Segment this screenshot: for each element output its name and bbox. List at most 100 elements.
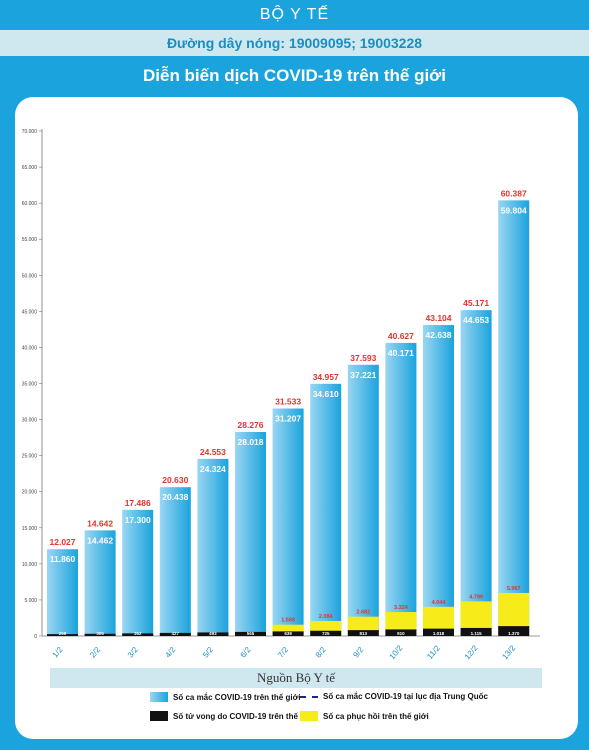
label-world-cases: 37.593 — [350, 353, 376, 363]
legend-world-cases-label: Số ca mắc COVID-19 trên thế giới — [173, 692, 301, 702]
x-tick-label: 10/2 — [388, 643, 405, 661]
x-tick-label: 9/2 — [351, 645, 365, 660]
y-tick-label: 60.000 — [22, 201, 38, 207]
label-deaths: 1.018 — [433, 631, 445, 636]
label-world-cases: 43.104 — [426, 313, 452, 323]
label-deaths: 725 — [322, 631, 330, 636]
label-china-cases: 31.207 — [275, 414, 301, 424]
label-china-cases: 20.438 — [162, 492, 188, 502]
x-tick-label: 1/2 — [51, 645, 65, 660]
bar-deaths — [159, 632, 191, 636]
label-deaths: 639 — [284, 631, 292, 636]
label-deaths: 362 — [134, 631, 142, 636]
label-world-cases: 14.642 — [87, 518, 113, 528]
y-tick-label: 20.000 — [22, 490, 38, 496]
bar-world-cases — [47, 549, 78, 636]
bar-deaths — [498, 626, 530, 636]
y-tick-label: 5.000 — [24, 598, 37, 604]
label-recovered: 1.569 — [281, 618, 295, 624]
x-tick-label: 8/2 — [314, 645, 328, 660]
label-world-cases: 12.027 — [50, 537, 76, 547]
y-tick-label: 30.000 — [22, 418, 38, 424]
label-world-cases: 40.627 — [388, 331, 414, 341]
bar-world-cases — [159, 487, 191, 636]
x-tick-label: 4/2 — [163, 645, 177, 660]
label-deaths: 259 — [59, 631, 67, 636]
bar-deaths — [122, 633, 154, 636]
bar-deaths — [423, 628, 454, 636]
label-deaths: 427 — [172, 631, 180, 636]
y-tick-label: 50.000 — [22, 273, 38, 279]
label-deaths: 813 — [360, 631, 368, 636]
y-tick-label: 40.000 — [22, 345, 38, 351]
x-tick-label: 2/2 — [88, 645, 102, 660]
label-china-cases: 59.804 — [501, 205, 527, 215]
x-tick-label: 6/2 — [239, 645, 253, 660]
legend-deaths-label: Số tử vong do COVID-19 trên thế giới — [173, 711, 316, 721]
bar-world-cases — [460, 310, 492, 636]
bar-world-cases — [272, 408, 304, 636]
label-world-cases: 28.276 — [238, 420, 264, 430]
label-world-cases: 60.387 — [501, 188, 527, 198]
y-tick-label: 70.000 — [22, 129, 38, 135]
label-recovered: 5.967 — [507, 586, 521, 592]
label-china-cases: 14.462 — [87, 535, 113, 545]
label-china-cases: 44.653 — [463, 315, 489, 325]
y-tick-label: 35.000 — [22, 382, 38, 388]
label-china-cases: 11.860 — [50, 554, 76, 564]
label-china-cases: 40.171 — [388, 348, 414, 358]
bar-recovered — [272, 624, 304, 636]
x-tick-label: 5/2 — [201, 645, 215, 660]
bar-deaths — [84, 633, 116, 636]
bar-deaths — [310, 630, 342, 636]
bar-deaths — [460, 627, 492, 636]
label-china-cases: 34.610 — [313, 389, 339, 399]
hotline-bar: Đường dây nóng: 19009095; 19003228 — [0, 30, 589, 56]
bar-deaths — [385, 629, 417, 636]
y-tick-label: 0 — [34, 634, 37, 640]
label-china-cases: 37.221 — [350, 370, 376, 380]
legend-black-swatch — [150, 711, 168, 721]
bar-world-cases — [235, 432, 266, 636]
legend-recovered: Số ca phục hồi trên thế giới — [300, 711, 429, 721]
bar-world-cases — [423, 325, 454, 636]
bar-deaths — [272, 631, 304, 636]
legend-china-cases: Số ca mắc COVID-19 tại lục địa Trung Quố… — [300, 692, 488, 701]
label-china-cases: 42.638 — [426, 330, 452, 340]
legend-yellow-swatch — [300, 711, 318, 721]
legend-dash-swatch — [300, 695, 318, 698]
source-note: Nguồn Bộ Y tế — [50, 668, 542, 688]
bar-world-cases — [84, 530, 116, 636]
chart-title: Diễn biến dịch COVID-19 trên thế giới — [142, 66, 446, 85]
label-deaths: 565 — [247, 631, 255, 636]
label-recovered: 3.324 — [394, 605, 409, 611]
legend-china-cases-label: Số ca mắc COVID-19 tại lục địa Trung Quố… — [323, 692, 488, 701]
legend-deaths: Số tử vong do COVID-19 trên thế giới — [150, 711, 315, 721]
y-tick-label: 25.000 — [22, 454, 38, 460]
org-header: BỘ Y TẾ — [0, 0, 589, 30]
x-tick-label: 11/2 — [425, 643, 442, 661]
label-world-cases: 20.630 — [162, 475, 188, 485]
x-tick-label: 13/2 — [500, 643, 517, 661]
bar-world-cases — [122, 509, 154, 636]
label-recovered: 4.799 — [469, 594, 483, 600]
y-tick-label: 65.000 — [22, 165, 38, 171]
bar-deaths — [235, 631, 266, 636]
label-deaths: 1.115 — [471, 631, 483, 636]
bar-deaths — [197, 632, 229, 636]
label-deaths: 1.370 — [508, 631, 520, 636]
label-world-cases: 45.171 — [463, 298, 489, 308]
label-china-cases: 24.324 — [200, 464, 226, 474]
y-tick-label: 15.000 — [22, 526, 38, 532]
label-recovered: 2.084 — [319, 614, 334, 620]
label-world-cases: 17.486 — [125, 498, 151, 508]
legend-world-cases: Số ca mắc COVID-19 trên thế giới — [150, 692, 301, 702]
label-china-cases: 17.300 — [125, 515, 151, 525]
bar-deaths — [47, 634, 78, 636]
legend-recovered-label: Số ca phục hồi trên thế giới — [323, 711, 429, 721]
label-deaths: 305 — [96, 631, 104, 636]
legend-blue-swatch — [150, 692, 168, 702]
x-tick-label: 7/2 — [276, 645, 290, 660]
label-recovered: 4.044 — [432, 600, 447, 606]
label-recovered: 2.682 — [356, 610, 370, 616]
